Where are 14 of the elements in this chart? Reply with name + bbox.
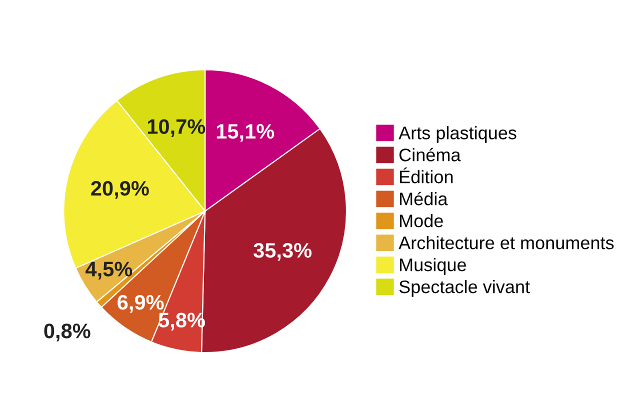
data-label: 4,5%	[86, 262, 132, 280]
data-label: 35,3%	[254, 243, 312, 261]
data-label: 15,1%	[216, 124, 274, 142]
legend-label: Média	[400, 192, 448, 206]
legend-label: Architecture et monuments	[398, 236, 614, 250]
data-label: 20,9%	[91, 180, 149, 199]
data-label: 6,9%	[118, 294, 164, 313]
legend-label: Spectacle vivant	[399, 280, 530, 297]
legend-label: Mode	[400, 214, 443, 228]
legend-label: Musique	[400, 258, 466, 275]
data-label: 0,8%	[44, 324, 90, 342]
legend-label: Cinéma	[399, 148, 461, 162]
legend-label: Édition	[400, 167, 453, 184]
legend-label: Arts plastiques	[398, 126, 516, 143]
